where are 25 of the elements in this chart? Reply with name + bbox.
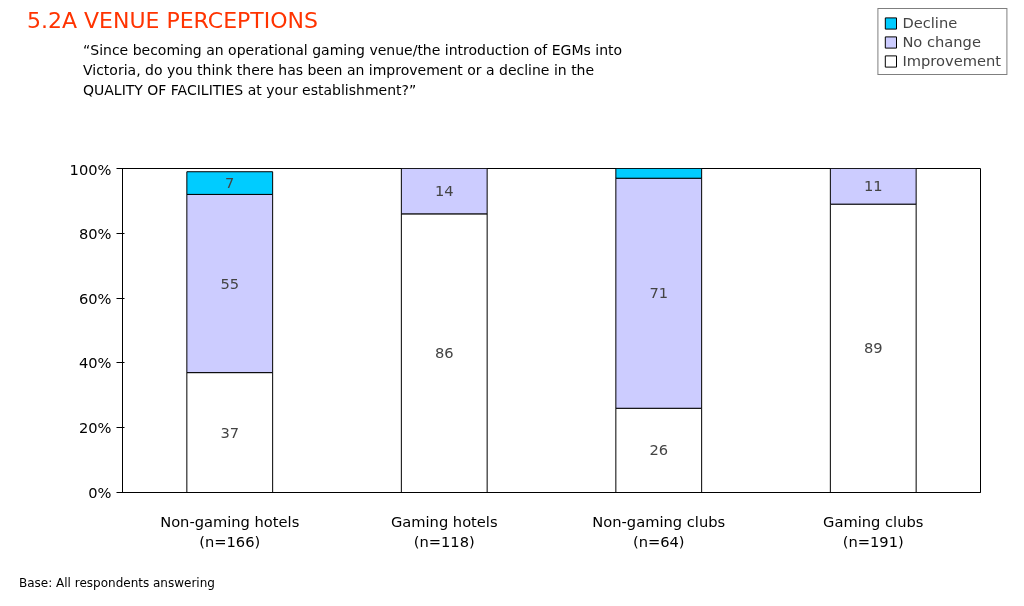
data-label: 7 [225,174,235,192]
data-label: 37 [220,423,240,441]
legend-label: Decline [902,14,958,31]
data-label: 55 [220,274,240,292]
data-label: 14 [434,182,454,200]
x-tick-label: Non-gaming clubs (n=64) [592,512,726,550]
data-label: 26 [649,441,669,459]
text: Base: All respondents answering [19,575,215,592]
y-tick-label: 60% [78,289,112,307]
chart-subtitle: “Since becoming an operational gaming venue/the introduction of EGMs into Victoria, do you think there has been an improvement or a decline in the QUALITY OF FACILITIES at your establishment?” [83,41,623,101]
y-tick-label: 20% [78,419,112,437]
y-tick-label: 0% [88,484,112,501]
chart-title: 5.2A VENUE PERCEPTIONS [27,7,319,35]
legend-label: No change [902,33,981,50]
data-label: 86 [434,344,454,362]
y-tick-label: 40% [78,354,112,372]
legend-label: Improvement [902,52,1001,69]
x-tick-label: Non-gaming hotels (n=166) [160,512,300,550]
y-tick-label: 100% [69,160,112,178]
data-label: 11 [863,177,883,195]
data-label: 89 [863,339,883,357]
data-label: 71 [649,284,669,302]
x-tick-label: Gaming hotels (n=118) [390,512,498,550]
x-tick-label: Gaming clubs (n=191) [823,512,924,550]
y-tick-label: 80% [78,224,112,242]
